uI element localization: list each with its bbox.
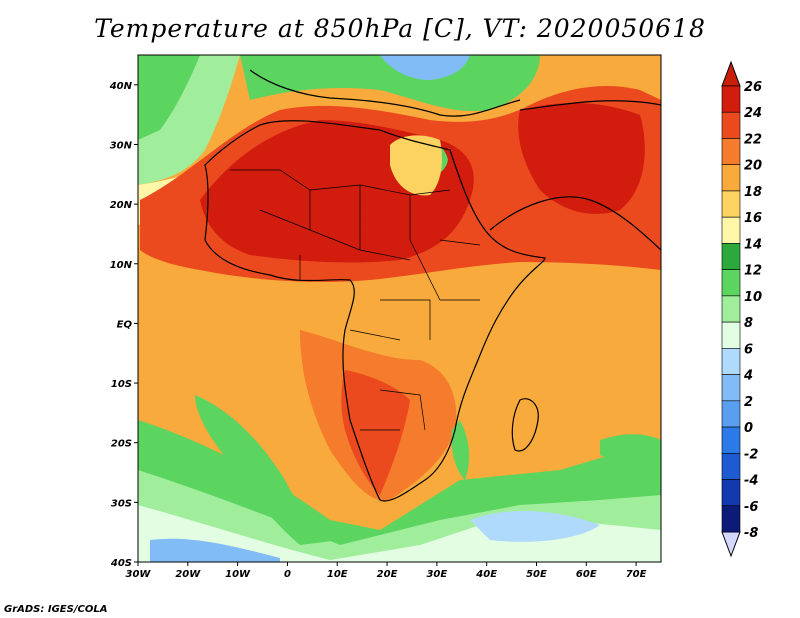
lat-tick-label: 40S <box>110 558 132 569</box>
colorbar-swatch <box>721 85 741 113</box>
field-med-10 <box>240 55 540 111</box>
lon-tick-label: 20W <box>175 569 201 580</box>
colorbar-label: -6 <box>744 500 758 515</box>
lon-tick-label: 70E <box>626 569 647 580</box>
lon-tick-label: 60E <box>576 569 597 580</box>
colorbar-label: 12 <box>744 264 762 279</box>
colorbar-swatch <box>721 505 741 533</box>
plot-frame <box>137 54 662 563</box>
lat-tick-label: 10N <box>110 260 133 271</box>
field-io-10 <box>600 434 661 470</box>
lat-tick-label: 40N <box>109 81 133 92</box>
colorbar-label: 22 <box>744 132 762 147</box>
lat-tick-label: 20N <box>110 200 133 211</box>
colorbar-label: -8 <box>744 526 758 541</box>
lon-tick-label: 10E <box>327 569 348 580</box>
colorbar-bottom-arrow <box>721 531 741 558</box>
field-arabia-24 <box>518 103 645 214</box>
lat-tick-label: 30N <box>110 140 133 151</box>
temperature-field <box>138 55 661 562</box>
colorbar-swatch <box>721 164 741 192</box>
lon-tick-label: 10W <box>225 569 251 580</box>
lat-tick-label: 30S <box>111 498 132 509</box>
colorbar-swatch <box>721 269 741 297</box>
colorbar-swatch <box>721 216 741 244</box>
colorbar-swatch <box>721 138 741 166</box>
lon-tick-label: 30W <box>126 569 152 580</box>
lat-tick-label: 10S <box>111 379 132 390</box>
field-south-4 <box>470 510 600 542</box>
lat-tick-label: 20S <box>111 439 132 450</box>
field-natl-10 <box>138 55 200 140</box>
colorbar-label: -2 <box>744 447 758 462</box>
colorbar-swatch <box>721 243 741 270</box>
longitude-axis: 30W 20W 10W 0 10E 20E 30E 40E 50E 60E 70E <box>126 562 647 580</box>
coastlines <box>204 69 661 502</box>
colorbar-label: 8 <box>744 316 753 331</box>
colorbar-top-arrow <box>721 60 741 87</box>
field-south-22 <box>341 370 410 495</box>
colorbar-label: 6 <box>744 342 753 357</box>
colorbar-swatch <box>721 321 741 349</box>
lon-tick-label: 30E <box>426 569 447 580</box>
colorbar-swatch <box>721 452 741 480</box>
colorbar-label: 24 <box>744 106 762 121</box>
colorbar-label: 16 <box>744 211 762 226</box>
colorbar-swatch <box>721 400 741 428</box>
colorbar-label: 26 <box>744 80 762 95</box>
lon-tick-label: 50E <box>526 569 547 580</box>
field-south-2 <box>150 538 280 562</box>
lon-tick-label: 40E <box>475 569 497 580</box>
lon-tick-label: 20E <box>377 569 398 580</box>
colorbar-swatch <box>721 111 741 139</box>
lon-tick-label: 0 <box>284 569 291 580</box>
colorbar-label: 20 <box>744 159 762 174</box>
colorbar-label: 4 <box>743 369 753 384</box>
colorbar-swatch <box>721 426 741 454</box>
colorbar-label: 2 <box>744 395 753 410</box>
madagascar-coastline <box>511 398 539 452</box>
colorbar-label: -4 <box>744 474 758 489</box>
colorbar-label: 10 <box>744 290 762 305</box>
field-mozambique-10 <box>451 420 470 480</box>
field-europe-2 <box>380 55 470 80</box>
africa-coastline <box>204 69 546 502</box>
lat-tick-label: EQ <box>117 319 133 330</box>
country-borders <box>230 169 481 431</box>
colorbar-swatch <box>721 190 741 218</box>
colorbar-label: 14 <box>744 237 762 252</box>
map-title: Temperature at 850hPa [C], VT: 202005061… <box>94 14 706 43</box>
arabia-coastline <box>489 100 661 251</box>
colorbar-swatch <box>721 479 741 507</box>
colorbar-label: 0 <box>744 421 753 436</box>
colorbar-swatch <box>721 348 741 375</box>
grads-credit: GrADS: IGES/COLA <box>4 604 108 615</box>
field-benguela-10 <box>195 395 340 545</box>
colorbar-swatch <box>721 374 741 402</box>
field-south-6 <box>138 505 661 562</box>
field-egypt-16 <box>390 135 442 196</box>
colorbar-swatch <box>721 295 741 323</box>
latitude-axis: 40N 30N 20N 10N EQ 10S 20S 30S 40S <box>109 81 138 569</box>
colorbar-label: 18 <box>744 185 762 200</box>
